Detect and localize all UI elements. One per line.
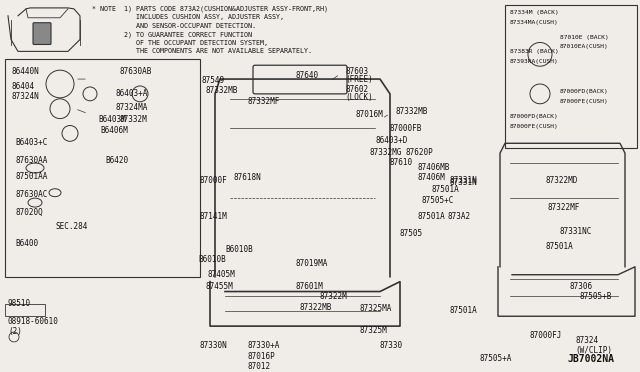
Text: 87618N: 87618N xyxy=(233,173,260,182)
Text: 86404: 86404 xyxy=(12,82,35,91)
Text: 87324N: 87324N xyxy=(12,92,40,101)
Text: 87603: 87603 xyxy=(345,67,368,76)
Text: 87330+A: 87330+A xyxy=(248,341,280,350)
Text: 87324: 87324 xyxy=(575,336,598,345)
Text: 87501AA: 87501AA xyxy=(15,172,47,181)
Text: (2): (2) xyxy=(8,327,22,336)
Text: 86403+A: 86403+A xyxy=(115,89,147,98)
Text: 87334MA(CUSH): 87334MA(CUSH) xyxy=(510,20,559,25)
Text: 87322MD: 87322MD xyxy=(545,176,577,185)
Text: 87332MG: 87332MG xyxy=(370,148,403,157)
Text: 87501A: 87501A xyxy=(432,185,460,194)
Text: 87505: 87505 xyxy=(400,229,423,238)
Text: 87010E (BACK): 87010E (BACK) xyxy=(560,35,609,39)
Text: 87501A: 87501A xyxy=(545,242,573,251)
Text: 87406MB: 87406MB xyxy=(418,163,451,172)
Text: (FREE): (FREE) xyxy=(345,75,372,84)
Text: 87334M (BACK): 87334M (BACK) xyxy=(510,10,559,15)
Text: 87000FB: 87000FB xyxy=(390,124,422,132)
Text: 87383R (BACK): 87383R (BACK) xyxy=(510,49,559,54)
Bar xyxy=(5,304,45,316)
Text: 87322MF: 87322MF xyxy=(548,203,580,212)
Text: 87306: 87306 xyxy=(570,282,593,291)
Text: 87610: 87610 xyxy=(390,158,413,167)
Text: 87020Q: 87020Q xyxy=(15,208,43,217)
Text: 98510: 98510 xyxy=(8,299,31,308)
Text: 87549: 87549 xyxy=(202,76,225,85)
Text: 87405M: 87405M xyxy=(208,270,236,279)
Text: B6403M: B6403M xyxy=(98,115,125,124)
Text: 87630AC: 87630AC xyxy=(15,190,47,199)
Text: 87602: 87602 xyxy=(345,85,368,94)
Text: 87322MB: 87322MB xyxy=(300,304,332,312)
Text: 87332MB: 87332MB xyxy=(205,86,237,95)
Text: 87393RA(CUSH): 87393RA(CUSH) xyxy=(510,59,559,64)
Text: 87332M: 87332M xyxy=(120,115,148,124)
Text: 87620P: 87620P xyxy=(405,148,433,157)
Text: 87322M: 87322M xyxy=(320,292,348,301)
Text: 87332MF: 87332MF xyxy=(248,97,280,106)
Text: THE COMPONENTS ARE NOT AVAILABLE SEPARATELY.: THE COMPONENTS ARE NOT AVAILABLE SEPARAT… xyxy=(92,48,312,54)
Text: 87332MB: 87332MB xyxy=(395,107,428,116)
Text: 87325MA: 87325MA xyxy=(360,304,392,313)
Text: 08918-60610: 08918-60610 xyxy=(8,317,59,326)
Text: 87330N: 87330N xyxy=(200,341,228,350)
Text: 87505+A: 87505+A xyxy=(480,354,513,363)
Text: (LOCK): (LOCK) xyxy=(345,93,372,102)
Text: * NOTE  1) PARTS CODE 873A2(CUSHION&ADJUSTER ASSY-FRONT,RH): * NOTE 1) PARTS CODE 873A2(CUSHION&ADJUS… xyxy=(92,6,328,12)
Text: SEC.284: SEC.284 xyxy=(55,222,88,231)
Text: 87630AA: 87630AA xyxy=(15,156,47,165)
Text: 87010EA(CUSH): 87010EA(CUSH) xyxy=(560,45,609,49)
Text: B6400: B6400 xyxy=(15,239,38,248)
Text: JB7002NA: JB7002NA xyxy=(568,354,615,364)
Text: 87000FD(BACK): 87000FD(BACK) xyxy=(560,89,609,94)
Bar xyxy=(505,5,637,148)
Text: 86403+D: 86403+D xyxy=(375,137,408,145)
Text: INCLUDES CUSHION ASSY, ADJUSTER ASSY,: INCLUDES CUSHION ASSY, ADJUSTER ASSY, xyxy=(92,15,284,20)
Text: 87019MA: 87019MA xyxy=(295,259,328,268)
Text: 87141M: 87141M xyxy=(200,212,228,221)
Text: 87000FJ: 87000FJ xyxy=(530,331,563,340)
Text: OF THE OCCUPANT DETECTION SYSTEM,: OF THE OCCUPANT DETECTION SYSTEM, xyxy=(92,39,268,45)
Text: 2) TO GUARANTEE CORRECT FUNCTION: 2) TO GUARANTEE CORRECT FUNCTION xyxy=(92,31,252,38)
Text: 87331N: 87331N xyxy=(450,178,477,187)
Text: 87505+C: 87505+C xyxy=(422,196,454,205)
Text: 87000FD(BACK): 87000FD(BACK) xyxy=(510,113,559,119)
Text: 87501A: 87501A xyxy=(450,307,477,315)
Text: 87324MA: 87324MA xyxy=(115,103,147,112)
Text: 87000FE(CUSH): 87000FE(CUSH) xyxy=(560,99,609,104)
Text: 87505+B: 87505+B xyxy=(580,292,612,301)
Text: 87012: 87012 xyxy=(248,362,271,371)
Text: 86440N: 86440N xyxy=(12,67,40,76)
Text: B6010B: B6010B xyxy=(225,245,253,254)
Text: B6403+C: B6403+C xyxy=(15,138,47,147)
Text: 873A2: 873A2 xyxy=(448,212,471,221)
Text: 87330: 87330 xyxy=(380,341,403,350)
Text: 87630AB: 87630AB xyxy=(120,67,152,76)
Text: 87016P: 87016P xyxy=(248,352,276,361)
Text: 87331NC: 87331NC xyxy=(560,227,593,236)
Text: B6420: B6420 xyxy=(105,156,128,165)
Text: B6406M: B6406M xyxy=(100,126,128,135)
Text: 87601M: 87601M xyxy=(295,282,323,291)
Text: 87000F: 87000F xyxy=(200,176,228,185)
Text: 87016M: 87016M xyxy=(355,110,383,119)
Text: (W/CLIP): (W/CLIP) xyxy=(575,346,612,355)
Text: 87455M: 87455M xyxy=(205,282,233,291)
Text: 87501A: 87501A xyxy=(418,212,445,221)
Text: 87331N: 87331N xyxy=(450,176,477,185)
Text: 87640: 87640 xyxy=(295,71,318,80)
Text: B6010B: B6010B xyxy=(198,255,226,264)
Text: 87325M: 87325M xyxy=(360,326,388,335)
Text: 87000FE(CUSH): 87000FE(CUSH) xyxy=(510,124,559,129)
FancyBboxPatch shape xyxy=(33,23,51,45)
Text: AND SENSOR-OCCUPANT DETECTION.: AND SENSOR-OCCUPANT DETECTION. xyxy=(92,23,256,29)
Text: 87406M: 87406M xyxy=(418,173,445,182)
Bar xyxy=(5,59,200,277)
